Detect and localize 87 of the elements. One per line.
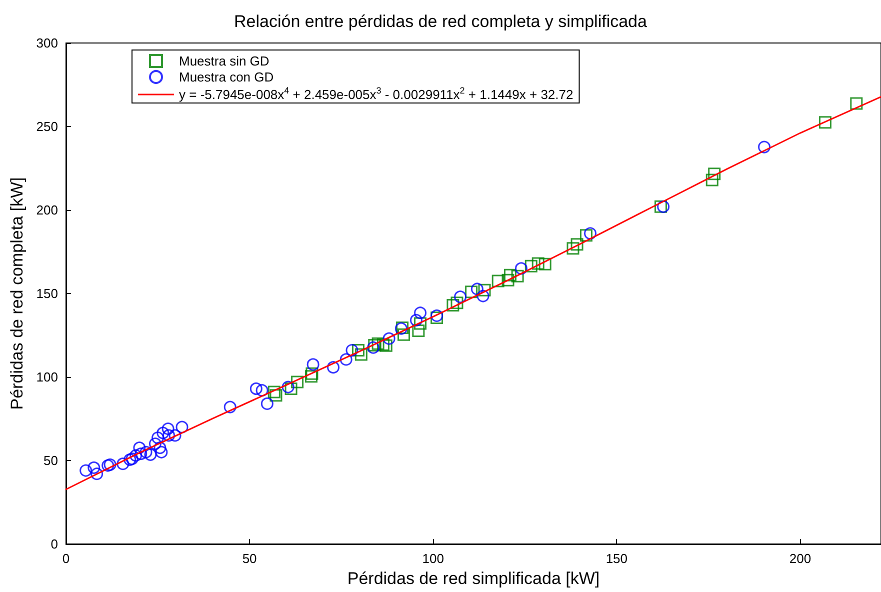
point: [327, 361, 340, 374]
point: [346, 344, 358, 357]
point: [566, 242, 580, 255]
point: [140, 446, 152, 458]
point: [376, 338, 390, 351]
point: [818, 116, 832, 129]
y-tick-label: 300: [36, 36, 58, 50]
point: [708, 168, 721, 180]
point: [478, 284, 491, 296]
point: [154, 442, 166, 454]
point: [476, 290, 490, 302]
point: [134, 448, 148, 460]
point: [352, 344, 364, 357]
point: [524, 260, 538, 272]
point: [162, 422, 174, 436]
point: [706, 174, 718, 186]
point: [268, 386, 280, 398]
point: [282, 380, 294, 394]
point: [284, 382, 298, 395]
y-tick-label: 200: [36, 202, 58, 218]
point: [224, 400, 236, 414]
point: [354, 348, 368, 361]
point: [380, 339, 392, 352]
point: [144, 448, 157, 461]
y-tick-label: 150: [36, 286, 58, 301]
point: [584, 227, 596, 240]
point: [514, 262, 528, 275]
point: [538, 258, 552, 270]
y-tick-label: 0: [50, 536, 58, 552]
x-tick-label: 100: [422, 551, 444, 566]
y-tick-label: 50: [44, 453, 58, 468]
y-axis-title: Pérdidas de red completa [kW]: [7, 177, 26, 410]
point: [654, 200, 667, 213]
point: [260, 397, 274, 410]
point: [270, 389, 282, 402]
point: [306, 367, 318, 380]
point: [130, 449, 142, 462]
point: [133, 442, 146, 454]
point: [570, 238, 584, 251]
point: [580, 229, 592, 242]
point: [414, 317, 427, 330]
point: [250, 382, 262, 395]
point: [80, 464, 92, 477]
point: [454, 290, 467, 304]
point: [156, 426, 170, 440]
point: [502, 274, 514, 286]
point: [90, 468, 104, 480]
chart-title: Relación entre pérdidas de red completa y simplificada: [234, 12, 648, 31]
point: [492, 274, 504, 288]
point: [532, 257, 544, 270]
point: [88, 461, 100, 474]
point: [504, 268, 516, 282]
y-tick-label: 100: [36, 370, 58, 384]
point: [470, 282, 484, 296]
point: [511, 270, 524, 282]
point: [116, 458, 130, 470]
point: [465, 286, 478, 298]
x-tick-label: 200: [789, 551, 812, 566]
point: [446, 298, 460, 312]
x-axis-title: Pérdidas de red simplificada [kW]: [347, 569, 600, 588]
legend-label: Muestra con GD: [179, 70, 274, 84]
point: [155, 446, 168, 458]
x-tick-label: 0: [62, 551, 70, 566]
y-tick-label: 250: [36, 119, 58, 134]
point: [340, 353, 352, 366]
point: [410, 314, 422, 326]
point: [291, 376, 304, 388]
x-tick-label: 150: [606, 551, 628, 566]
point: [256, 384, 268, 397]
point: [850, 97, 863, 110]
point: [176, 420, 188, 434]
point: [450, 296, 464, 310]
point: [152, 432, 164, 444]
point: [162, 429, 176, 442]
x-tick-label: 50: [242, 551, 257, 566]
point: [148, 438, 162, 450]
point: [657, 200, 670, 213]
legend-label: Muestra sin GD: [179, 54, 270, 68]
point: [398, 328, 410, 341]
point: [414, 306, 427, 320]
point: [372, 337, 384, 350]
point: [758, 140, 771, 154]
point: [306, 358, 320, 371]
point: [382, 332, 396, 345]
point: [304, 370, 318, 383]
point: [168, 429, 182, 442]
point: [412, 324, 425, 337]
